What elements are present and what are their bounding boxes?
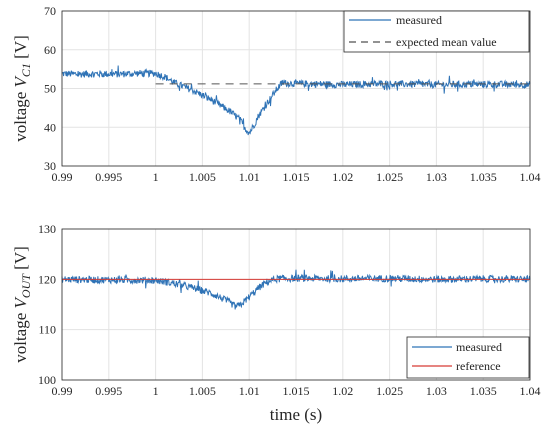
x-tick-label: 1.01 (239, 384, 260, 398)
x-tick-label: 1.02 (332, 384, 353, 398)
y-tick-labels-vout: 100 110 120 130 (38, 222, 56, 387)
x-tick-label: 1.025 (376, 384, 403, 398)
series-line-measured-vout (61, 269, 531, 310)
x-tick-label: 1.04 (520, 384, 541, 398)
y-tick-label: 120 (38, 272, 56, 286)
x-tick-label: 1 (153, 384, 159, 398)
series-layer-vout (61, 269, 531, 310)
x-tick-label: 1.04 (520, 170, 541, 184)
x-tick-label: 0.99 (52, 384, 73, 398)
x-tick-label: 1.025 (376, 170, 403, 184)
series-line-measured-vc1 (61, 65, 531, 136)
y-tick-label: 30 (44, 159, 56, 173)
y-tick-label: 100 (38, 373, 56, 387)
x-tick-label: 1.015 (283, 170, 310, 184)
legend-box-vout (406, 336, 530, 379)
x-tick-label: 1 (153, 170, 159, 184)
x-tick-label: 1.035 (470, 170, 497, 184)
y-tick-labels-vc1: 30 40 50 60 70 (44, 4, 56, 173)
x-tick-label: 1.03 (426, 384, 447, 398)
legend-label-expected-vc1: expected mean value (396, 35, 497, 49)
x-tick-label: 0.99 (52, 170, 73, 184)
legend-vc1: measured expected mean value (343, 10, 530, 53)
y-tick-label: 50 (44, 82, 56, 96)
x-tick-labels-vout: 0.99 0.995 1 1.005 1.01 1.015 1.02 1.025 1.03 1.0… (52, 384, 541, 398)
legend-box-vc1 (343, 10, 530, 53)
axes-box-vc1 (61, 10, 531, 167)
x-tick-label: 0.995 (95, 170, 122, 184)
legend-label-reference-vout: reference (456, 359, 501, 373)
x-tick-label: 1.01 (239, 170, 260, 184)
panel-vout: 0.99 0.995 1 1.005 1.01 1.015 1.02 1.025 1.03 1.0… (11, 222, 541, 398)
legend-vout: measured reference (406, 336, 530, 379)
series-layer-vc1 (61, 65, 531, 136)
y-tick-label: 40 (44, 120, 56, 134)
x-tick-label: 1.005 (189, 170, 216, 184)
y-tick-label: 70 (44, 4, 56, 18)
x-tick-label: 1.015 (283, 384, 310, 398)
x-tick-label: 1.035 (470, 384, 497, 398)
y-tick-label: 60 (44, 43, 56, 57)
x-tick-label: 1.02 (332, 170, 353, 184)
y-axis-label-vout: voltage VOUT [V] (11, 246, 33, 363)
x-tick-label: 1.03 (426, 170, 447, 184)
legend-label-measured-vc1: measured (396, 13, 442, 27)
y-axis-label-vc1: voltage VC1 [V] (11, 35, 33, 142)
x-tick-label: 1.005 (189, 384, 216, 398)
axes-box-vout (61, 228, 531, 381)
legend-label-measured-vout: measured (456, 340, 502, 354)
x-axis-label: time (s) (270, 405, 322, 424)
y-tick-label: 110 (38, 323, 56, 337)
panel-vc1: 0.99 0.995 1 1.005 1.01 1.015 1.02 1.025 1.03 1.0… (11, 4, 541, 184)
x-tick-label: 0.995 (95, 384, 122, 398)
y-tick-label: 130 (38, 222, 56, 236)
x-tick-labels-vc1: 0.99 0.995 1 1.005 1.01 1.015 1.02 1.025 1.03 1.0… (52, 170, 541, 184)
